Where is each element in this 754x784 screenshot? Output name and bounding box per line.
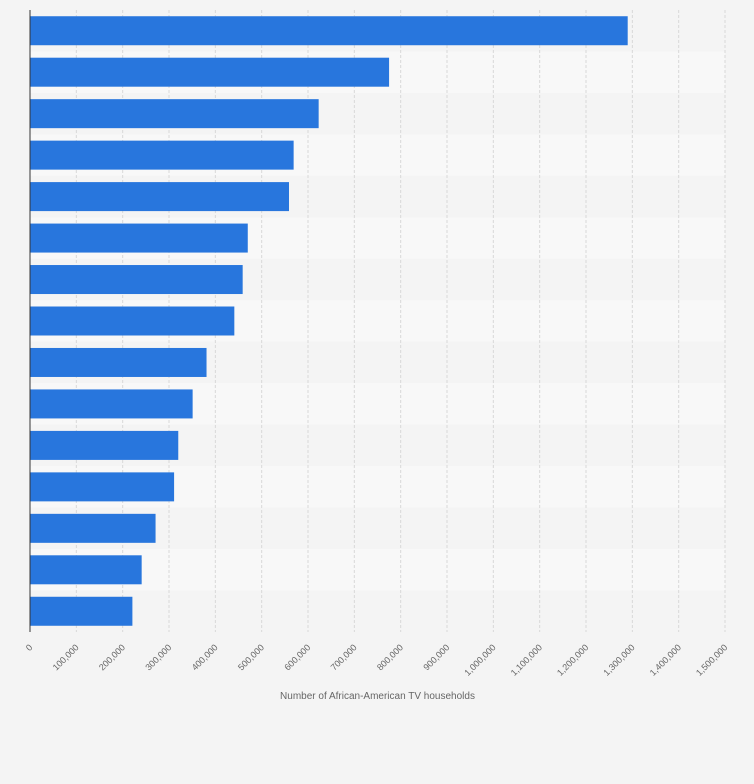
bars [30, 16, 628, 626]
x-tick-label: 200,000 [97, 642, 127, 672]
x-tick-label: 1,300,000 [601, 642, 636, 677]
bar [30, 347, 207, 377]
row-band [30, 590, 725, 632]
x-tick-label: 500,000 [236, 642, 266, 672]
x-tick-label: 600,000 [282, 642, 312, 672]
bar [30, 57, 390, 87]
x-tick-label: 1,200,000 [555, 642, 590, 677]
x-tick-label: 1,400,000 [648, 642, 683, 677]
x-tick-label: 900,000 [421, 642, 451, 672]
x-tick-label: 700,000 [329, 642, 359, 672]
bar [30, 265, 243, 295]
x-tick-label: 1,000,000 [462, 642, 497, 677]
x-tick-label: 0 [24, 642, 35, 653]
bar [30, 140, 294, 170]
x-tick-label: 300,000 [143, 642, 173, 672]
bar [30, 16, 628, 46]
x-axis-ticks: 0 100,000 200,000 300,000 400,000 500,000 600,… [24, 642, 730, 677]
x-tick-label: 800,000 [375, 642, 405, 672]
bar [30, 389, 193, 419]
row-band [30, 549, 725, 591]
x-tick-label: 100,000 [51, 642, 81, 672]
bar [30, 430, 179, 460]
bar [30, 555, 142, 585]
x-tick-label: 1,500,000 [694, 642, 729, 677]
bar [30, 596, 133, 626]
bar [30, 306, 235, 336]
bar [30, 472, 175, 502]
x-tick-label: 400,000 [190, 642, 220, 672]
bar [30, 223, 248, 253]
bar [30, 99, 319, 129]
x-tick-label: 1,100,000 [509, 642, 544, 677]
bar [30, 182, 290, 212]
x-axis-label: Number of African-American TV households [280, 691, 475, 702]
bar [30, 513, 156, 543]
